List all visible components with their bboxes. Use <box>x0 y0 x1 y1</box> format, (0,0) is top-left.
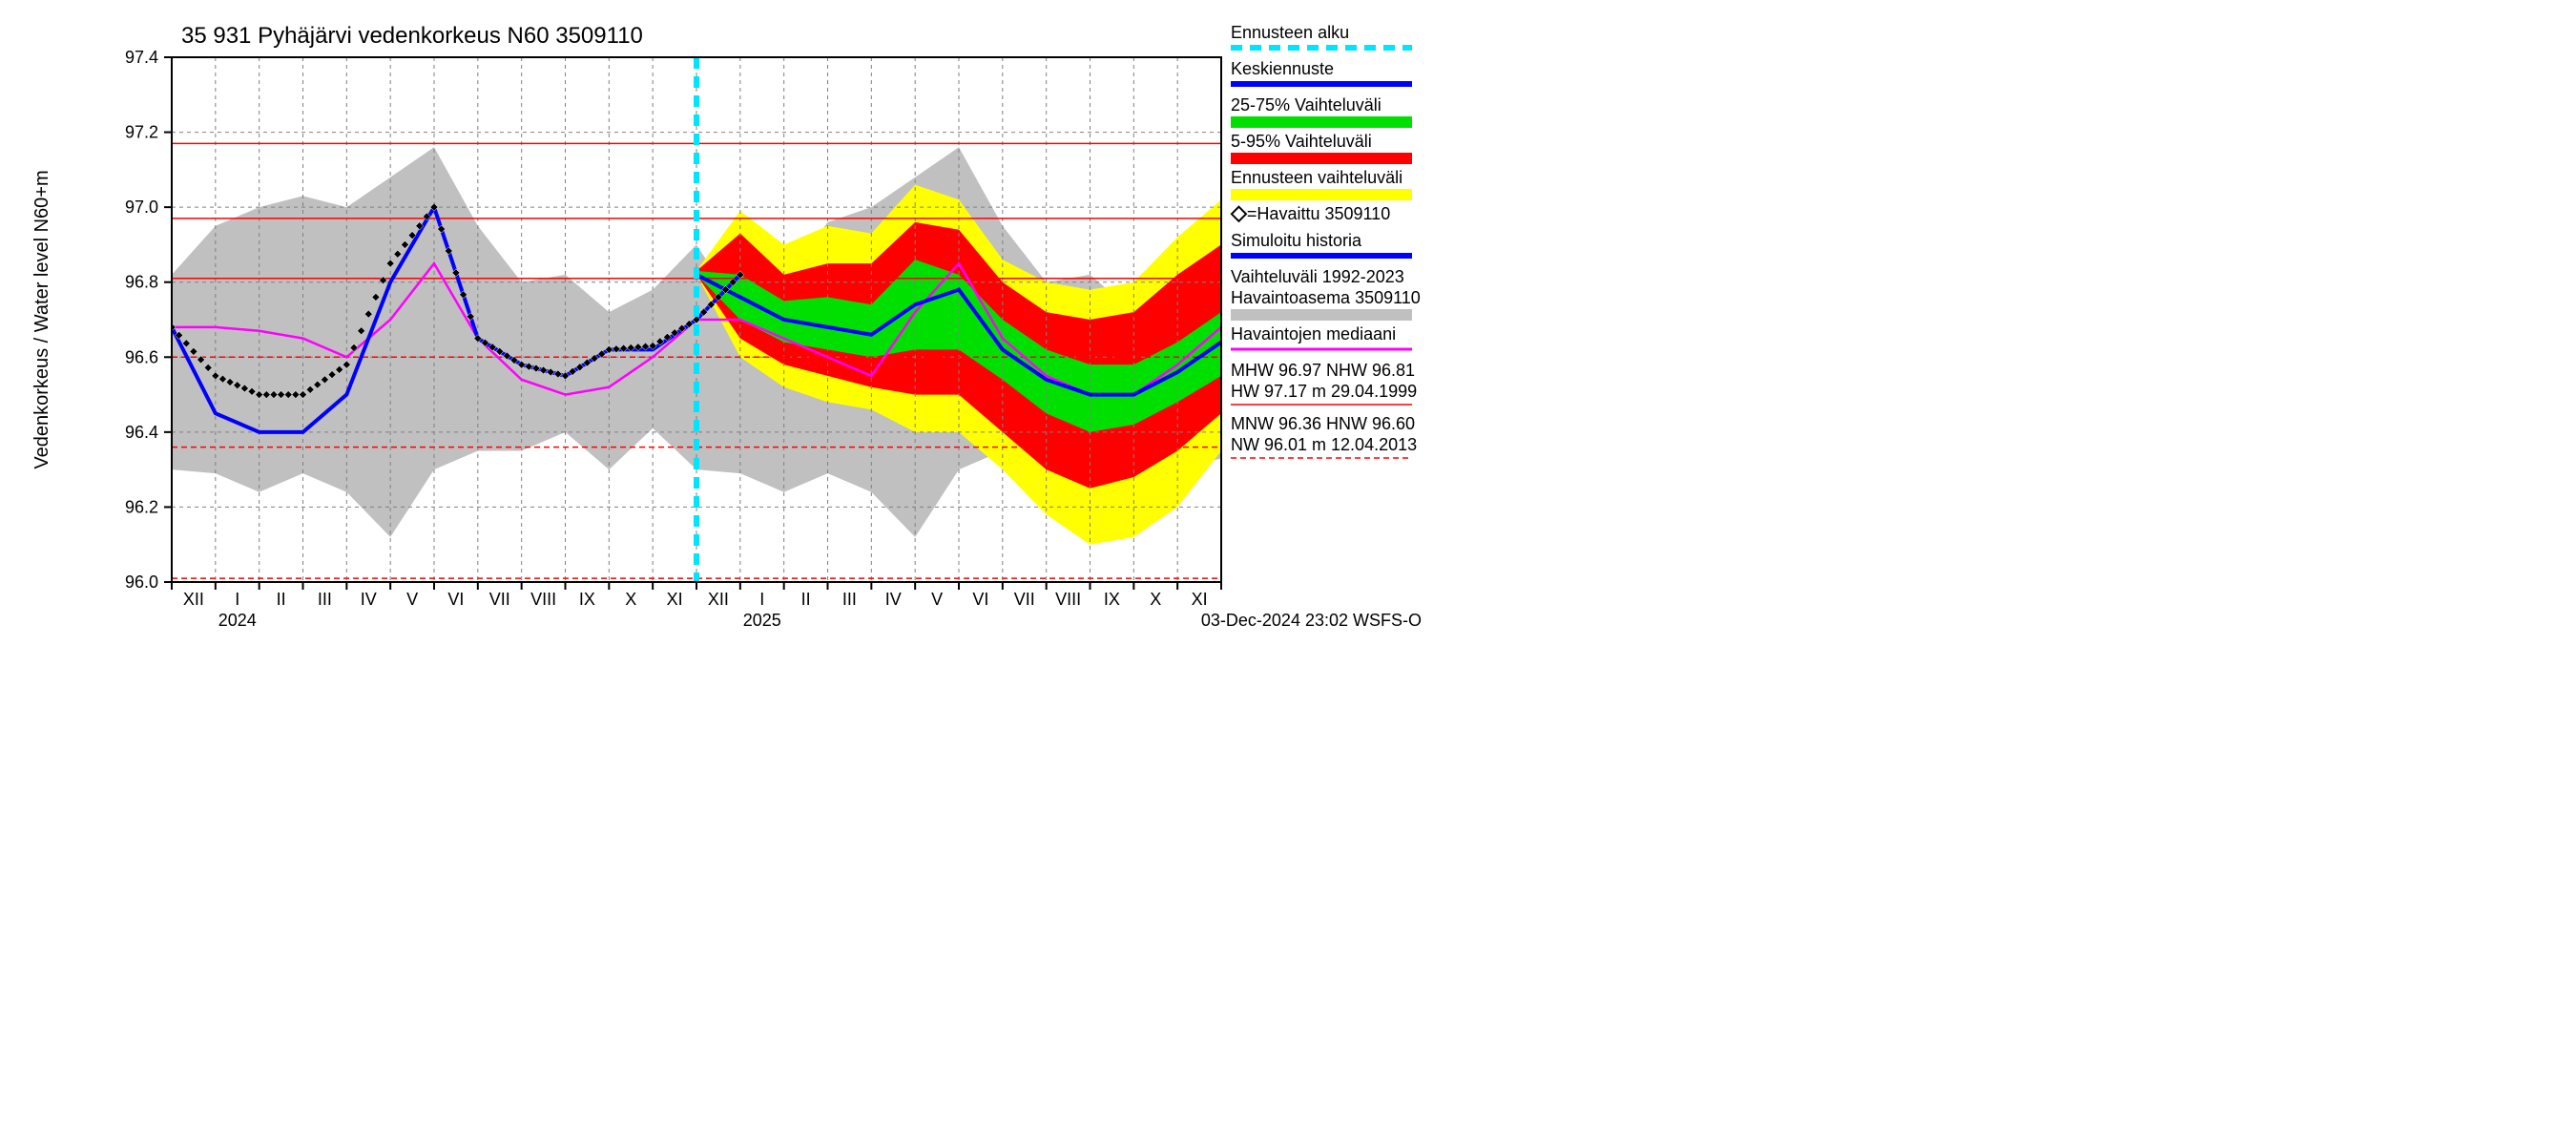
legend-label: Simuloitu historia <box>1231 231 1362 250</box>
x-tick-label: VI <box>972 590 988 609</box>
x-tick-label: XI <box>1192 590 1208 609</box>
y-tick-label: 96.4 <box>125 423 158 442</box>
y-tick-label: 96.8 <box>125 273 158 292</box>
legend-label: Vaihteluväli 1992-2023 <box>1231 267 1404 286</box>
x-year-label: 2024 <box>218 611 257 630</box>
legend-label: 5-95% Vaihteluväli <box>1231 132 1372 151</box>
x-year-label: 2025 <box>743 611 781 630</box>
x-tick-label: XI <box>667 590 683 609</box>
legend-swatch-band <box>1231 116 1412 128</box>
x-tick-label: IX <box>1104 590 1120 609</box>
legend-label: Ennusteen alku <box>1231 23 1349 42</box>
x-tick-label: VI <box>447 590 464 609</box>
chart-footer: 03-Dec-2024 23:02 WSFS-O <box>1201 611 1422 630</box>
x-tick-label: VIII <box>530 590 556 609</box>
x-tick-label: X <box>1150 590 1161 609</box>
x-tick-label: IX <box>579 590 595 609</box>
y-tick-label: 96.0 <box>125 572 158 592</box>
legend-label: NW 96.01 m 12.04.2013 <box>1231 435 1417 454</box>
x-tick-label: V <box>931 590 943 609</box>
x-tick-label: I <box>759 590 764 609</box>
legend-label: MNW 96.36 HNW 96.60 <box>1231 414 1415 433</box>
legend-label: Havaintojen mediaani <box>1231 324 1396 344</box>
legend-label: ◇=Havaittu 3509110 <box>1230 200 1390 224</box>
legend-swatch-band <box>1231 189 1412 200</box>
legend-label: Havaintoasema 3509110 <box>1231 288 1421 307</box>
legend-label: Keskiennuste <box>1231 59 1334 78</box>
x-tick-label: XII <box>183 590 204 609</box>
chart-title: 35 931 Pyhäjärvi vedenkorkeus N60 350911… <box>181 23 643 49</box>
legend-label: Ennusteen vaihteluväli <box>1231 168 1402 187</box>
x-tick-label: III <box>842 590 857 609</box>
y-tick-label: 97.4 <box>125 48 158 67</box>
x-tick-label: II <box>277 590 286 609</box>
x-tick-label: I <box>235 590 239 609</box>
legend-label: 25-75% Vaihteluväli <box>1231 95 1381 114</box>
legend-label: HW 97.17 m 29.04.1999 <box>1231 382 1417 401</box>
y-tick-label: 97.2 <box>125 123 158 142</box>
legend-swatch-band <box>1231 309 1412 321</box>
x-tick-label: VII <box>489 590 510 609</box>
y-axis-label: Vedenkorkeus / Water level N60+m <box>31 170 52 468</box>
x-tick-label: III <box>318 590 332 609</box>
water-level-chart: 96.096.296.496.696.897.097.297.4XIIIIIII… <box>0 0 1431 639</box>
y-tick-label: 96.2 <box>125 497 158 516</box>
x-tick-label: VIII <box>1055 590 1081 609</box>
chart-svg: 96.096.296.496.696.897.097.297.4XIIIIIII… <box>0 0 1431 639</box>
legend-swatch-band <box>1231 153 1412 164</box>
y-tick-label: 97.0 <box>125 198 158 217</box>
x-tick-label: V <box>406 590 418 609</box>
x-tick-label: XII <box>708 590 729 609</box>
x-tick-label: X <box>625 590 636 609</box>
legend-label: MHW 96.97 NHW 96.81 <box>1231 361 1415 380</box>
x-tick-label: IV <box>885 590 902 609</box>
x-tick-label: IV <box>361 590 377 609</box>
x-tick-label: II <box>801 590 811 609</box>
y-tick-label: 96.6 <box>125 347 158 366</box>
x-tick-label: VII <box>1014 590 1035 609</box>
